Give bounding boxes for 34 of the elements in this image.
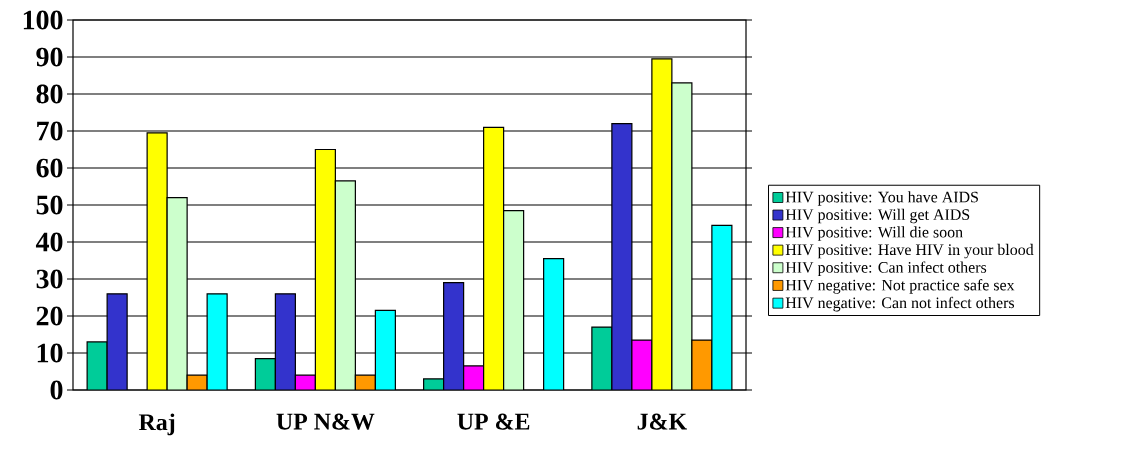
legend-label: HIV positive: Have HIV in your blood [785, 243, 1034, 259]
bar [483, 126, 505, 390]
legend-label: HIV positive: Can infect others [785, 261, 987, 276]
x-tick-label: J&K [637, 413, 687, 430]
y-tick-label: 50 [36, 195, 63, 215]
y-tick-label: 10 [37, 343, 63, 363]
y-tick-label: 0 [50, 380, 63, 400]
bar [146, 132, 168, 390]
y-tick-label: 70 [37, 121, 63, 141]
bar [314, 148, 336, 390]
bar [334, 180, 356, 390]
y-tick-label: 100 [23, 10, 63, 30]
y-tick-label: 80 [36, 84, 63, 104]
x-tick-label: Raj [138, 413, 175, 436]
bar [374, 309, 396, 390]
bar [443, 282, 465, 390]
bar [611, 123, 633, 390]
legend-label: HIV negative: Can not infect others [785, 296, 1015, 312]
legend-label: HIV positive: You have AIDS [785, 191, 978, 206]
bar [503, 209, 525, 390]
y-tick-label: 40 [35, 232, 63, 252]
x-tick-label: UP &E [457, 413, 530, 430]
legend-label: HIV positive: Will get AIDS [785, 208, 970, 224]
x-tick-label: UP N&W [276, 413, 375, 430]
legend-label: HIV positive: Will die soon [785, 226, 963, 241]
bar [543, 258, 565, 390]
bar [254, 357, 276, 390]
bar [651, 58, 673, 390]
bar [274, 293, 296, 390]
y-tick-label: 30 [36, 269, 63, 289]
y-tick-label: 60 [36, 158, 63, 178]
y-tick-label: 90 [36, 47, 63, 67]
legend-label: HIV negative: Not practice safe sex [785, 279, 1015, 294]
y-tick-label: 20 [36, 306, 63, 326]
